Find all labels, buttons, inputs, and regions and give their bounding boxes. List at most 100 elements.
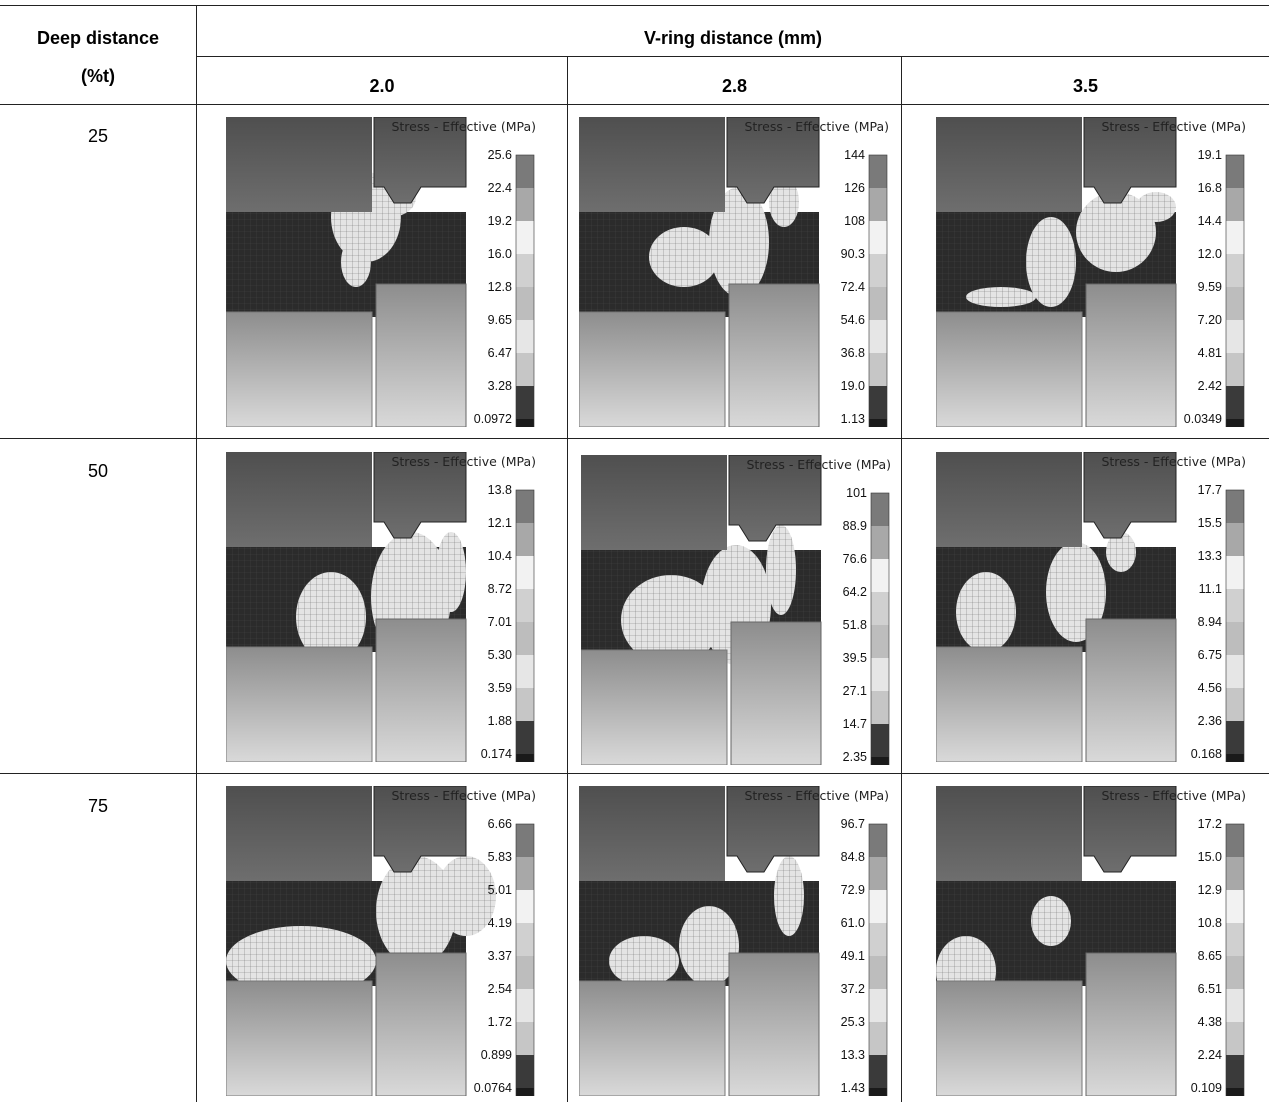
die-right: [375, 952, 467, 1096]
legend-tick-label: 3.28: [488, 379, 512, 393]
legend-swatch: [1226, 857, 1244, 890]
stress-panel-50-2-8: Stress - Effective (MPa) 101 88.9 76.6 64.2 5…: [581, 455, 893, 765]
legend-tick-label: 126: [844, 181, 865, 195]
legend-tick-label: 6.51: [1198, 982, 1222, 996]
legend-swatch: [869, 1088, 887, 1096]
row-rule-1: [0, 438, 1269, 439]
legend-tick-label: 37.2: [841, 982, 865, 996]
legend-tick-label: 13.3: [1198, 549, 1222, 563]
punch-with-v-ring: [373, 452, 467, 539]
legend-swatch: [516, 857, 534, 890]
legend-tick-label: 51.8: [843, 618, 867, 632]
legend-tick-label: 7.01: [488, 615, 512, 629]
legend-tick-label: 19.2: [488, 214, 512, 228]
legend-tick-label: 5.83: [488, 850, 512, 864]
blank-holder: [226, 117, 372, 212]
die-left: [936, 980, 1083, 1096]
legend-tick-label: 108: [844, 214, 865, 228]
legend-swatch: [516, 556, 534, 589]
legend-tick-label: 61.0: [841, 916, 865, 930]
legend-swatch: [1226, 688, 1244, 721]
legend-swatch: [871, 691, 889, 724]
legend-swatch: [1226, 155, 1244, 188]
legend-swatch: [516, 1022, 534, 1055]
stress-panel-75-3-5: Stress - Effective (MPa) 17.2 15.0 12.9 10.8…: [936, 786, 1248, 1096]
legend-swatch: [871, 757, 889, 765]
legend-swatch: [1226, 622, 1244, 655]
legend-swatch: [869, 353, 887, 386]
legend-swatch: [516, 721, 534, 754]
legend-swatch: [516, 923, 534, 956]
legend-tick-label: 4.81: [1198, 346, 1222, 360]
legend-tick-label: 0.0972: [474, 412, 512, 426]
legend-swatch: [1226, 386, 1244, 419]
legend-swatch: [516, 589, 534, 622]
legend-tick-label: 9.65: [488, 313, 512, 327]
legend-title: Stress - Effective (MPa): [744, 119, 889, 134]
column-header-2-8: 2.8: [721, 76, 748, 96]
legend-tick-label: 6.47: [488, 346, 512, 360]
legend-swatch: [869, 1022, 887, 1055]
v-ring-distance-header: V-ring distance (mm): [643, 28, 823, 48]
stress-panel-25-2-0: Stress - Effective (MPa) 25.6 22.4 19.2 16.0…: [226, 117, 538, 427]
legend-tick-label: 3.37: [488, 949, 512, 963]
legend-swatch: [516, 320, 534, 353]
die-right: [730, 621, 822, 765]
legend-swatch: [516, 655, 534, 688]
legend-tick-label: 2.24: [1198, 1048, 1222, 1062]
legend-tick-label: 101: [846, 486, 867, 500]
stress-contour-plot: Stress - Effective (MPa) 6.66 5.83 5.01 4.19…: [226, 786, 538, 1096]
punch-with-v-ring: [726, 117, 820, 204]
legend-swatch: [871, 559, 889, 592]
legend-swatch: [1226, 956, 1244, 989]
row-label-75: 75: [87, 796, 109, 816]
legend-tick-label: 15.5: [1198, 516, 1222, 530]
legend-swatch: [516, 188, 534, 221]
legend-swatch: [1226, 655, 1244, 688]
punch-with-v-ring: [1083, 786, 1177, 873]
legend-tick-label: 25.3: [841, 1015, 865, 1029]
legend-swatch: [516, 155, 534, 188]
punch-with-v-ring: [373, 786, 467, 873]
legend-tick-label: 22.4: [488, 181, 512, 195]
legend-swatch: [869, 221, 887, 254]
legend-swatch: [869, 1055, 887, 1088]
die-left: [226, 311, 373, 427]
legend-swatch: [1226, 221, 1244, 254]
die-left: [226, 646, 373, 762]
legend-tick-label: 12.1: [488, 516, 512, 530]
legend-tick-label: 8.65: [1198, 949, 1222, 963]
legend-swatch: [516, 523, 534, 556]
legend-swatch: [869, 989, 887, 1022]
legend-tick-label: 0.0349: [1184, 412, 1222, 426]
legend-tick-label: 36.8: [841, 346, 865, 360]
legend-tick-label: 84.8: [841, 850, 865, 864]
legend-swatch: [1226, 1088, 1244, 1096]
die-right: [728, 283, 820, 427]
legend-swatch: [871, 625, 889, 658]
deep-distance-header: Deep distance: [36, 28, 160, 48]
legend-swatch: [516, 956, 534, 989]
legend-title: Stress - Effective (MPa): [1101, 119, 1246, 134]
legend-swatch: [516, 890, 534, 923]
row-rule-2: [0, 773, 1269, 774]
stress-panel-75-2-8: Stress - Effective (MPa) 96.7 84.8 72.9 61.0…: [579, 786, 891, 1096]
legend-swatch: [516, 254, 534, 287]
legend-swatch: [1226, 523, 1244, 556]
legend-tick-label: 4.19: [488, 916, 512, 930]
legend-tick-label: 2.35: [843, 750, 867, 764]
legend-tick-label: 96.7: [841, 817, 865, 831]
legend-tick-label: 5.01: [488, 883, 512, 897]
legend-swatch: [1226, 824, 1244, 857]
legend-tick-label: 0.168: [1191, 747, 1222, 761]
legend-swatch: [516, 221, 534, 254]
legend-swatch: [1226, 287, 1244, 320]
legend-tick-label: 12.0: [1198, 247, 1222, 261]
legend-swatch: [516, 622, 534, 655]
legend-swatch: [869, 254, 887, 287]
legend-tick-label: 3.59: [488, 681, 512, 695]
legend-tick-label: 8.72: [488, 582, 512, 596]
stress-contour-plot: Stress - Effective (MPa) 144 126 108 90.3 72.…: [579, 117, 891, 427]
legend-tick-label: 1.72: [488, 1015, 512, 1029]
